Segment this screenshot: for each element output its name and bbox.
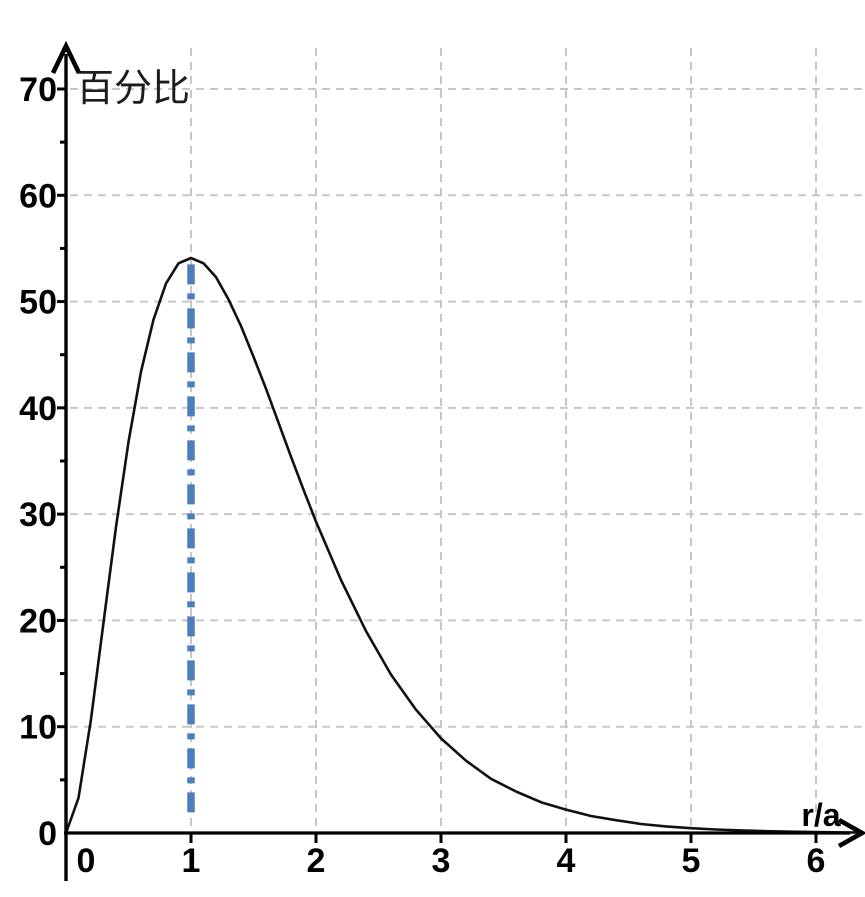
- y-tick-label: 0: [38, 815, 57, 853]
- gridlines: [70, 48, 865, 833]
- curve-path: [64, 256, 860, 834]
- y-tick-label: 50: [19, 284, 57, 322]
- y-tick-label: 30: [19, 496, 57, 534]
- y-axis-title: 百分比: [76, 68, 190, 110]
- x-axis-arrowhead-icon: [837, 817, 865, 849]
- x-tick-label: 3: [432, 842, 451, 880]
- y-tick-label: 20: [19, 602, 57, 640]
- y-axis-arrowhead-icon: [50, 40, 82, 74]
- x-tick-label: 5: [682, 842, 701, 880]
- y-tick-label: 70: [19, 71, 57, 109]
- probability-curve: [64, 256, 860, 834]
- x-tick-label: 1: [182, 842, 201, 880]
- tick-marks: [57, 87, 818, 843]
- x-tick-label: 0: [77, 842, 96, 880]
- x-axis-title: r/a: [801, 797, 840, 833]
- y-tick-label: 10: [19, 709, 57, 747]
- x-tick-label: 6: [807, 842, 826, 880]
- x-tick-label: 4: [557, 842, 576, 880]
- y-tick-label: 40: [19, 390, 57, 428]
- y-tick-label: 60: [19, 177, 57, 215]
- x-tick-label: 2: [307, 842, 326, 880]
